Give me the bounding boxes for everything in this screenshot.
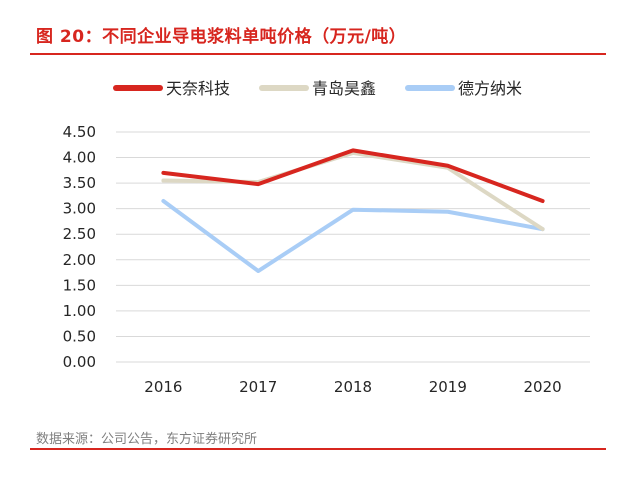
series-lines <box>161 148 545 274</box>
legend-label: 德方纳米 <box>458 79 522 98</box>
data-point <box>162 172 164 174</box>
data-point <box>447 165 449 167</box>
y-tick-label: 2.00 <box>63 251 96 269</box>
data-point <box>352 149 354 151</box>
y-axis-ticks: 0.00 0.50 1.00 1.50 2.00 2.50 3.00 3.50 4.00 4.50 <box>63 123 96 371</box>
y-tick-label: 1.00 <box>63 302 96 320</box>
data-point <box>162 180 164 182</box>
data-point <box>257 183 259 185</box>
data-point <box>447 211 449 213</box>
line-chart: 0.00 0.50 1.00 1.50 2.00 2.50 3.00 3.50 4.00 4.50… <box>63 79 590 396</box>
y-tick-label: 4.00 <box>63 149 96 167</box>
x-tick-label: 2018 <box>334 378 372 396</box>
title-divider <box>30 53 606 55</box>
gridlines <box>116 131 590 363</box>
y-tick-label: 3.50 <box>63 174 96 192</box>
x-axis-ticks: 2016 2017 2018 2019 2020 <box>144 378 561 396</box>
y-tick-label: 4.50 <box>63 123 96 141</box>
data-point <box>257 270 259 272</box>
x-tick-label: 2019 <box>429 378 467 396</box>
data-point <box>352 209 354 211</box>
y-tick-label: 0.00 <box>63 353 96 371</box>
data-point <box>542 200 544 202</box>
x-tick-label: 2016 <box>144 378 182 396</box>
x-tick-label: 2017 <box>239 378 277 396</box>
footer-divider <box>30 448 606 450</box>
y-tick-label: 0.50 <box>63 327 96 345</box>
y-tick-label: 2.50 <box>63 225 96 243</box>
source-note: 数据来源：公司公告，东方证券研究所 <box>36 432 258 447</box>
data-point <box>542 228 544 230</box>
legend-label: 天奈科技 <box>166 79 230 98</box>
chart-title: 图 20：不同企业导电浆料单吨价格（万元/吨） <box>36 27 407 47</box>
y-tick-label: 1.50 <box>63 276 96 294</box>
data-point <box>352 152 354 154</box>
legend: 天奈科技 青岛昊鑫 德方纳米 <box>113 79 522 98</box>
y-tick-label: 3.00 <box>63 200 96 218</box>
x-tick-label: 2020 <box>524 378 562 396</box>
series-line-3 <box>161 199 545 274</box>
data-point <box>162 200 164 202</box>
legend-label: 青岛昊鑫 <box>312 79 376 98</box>
